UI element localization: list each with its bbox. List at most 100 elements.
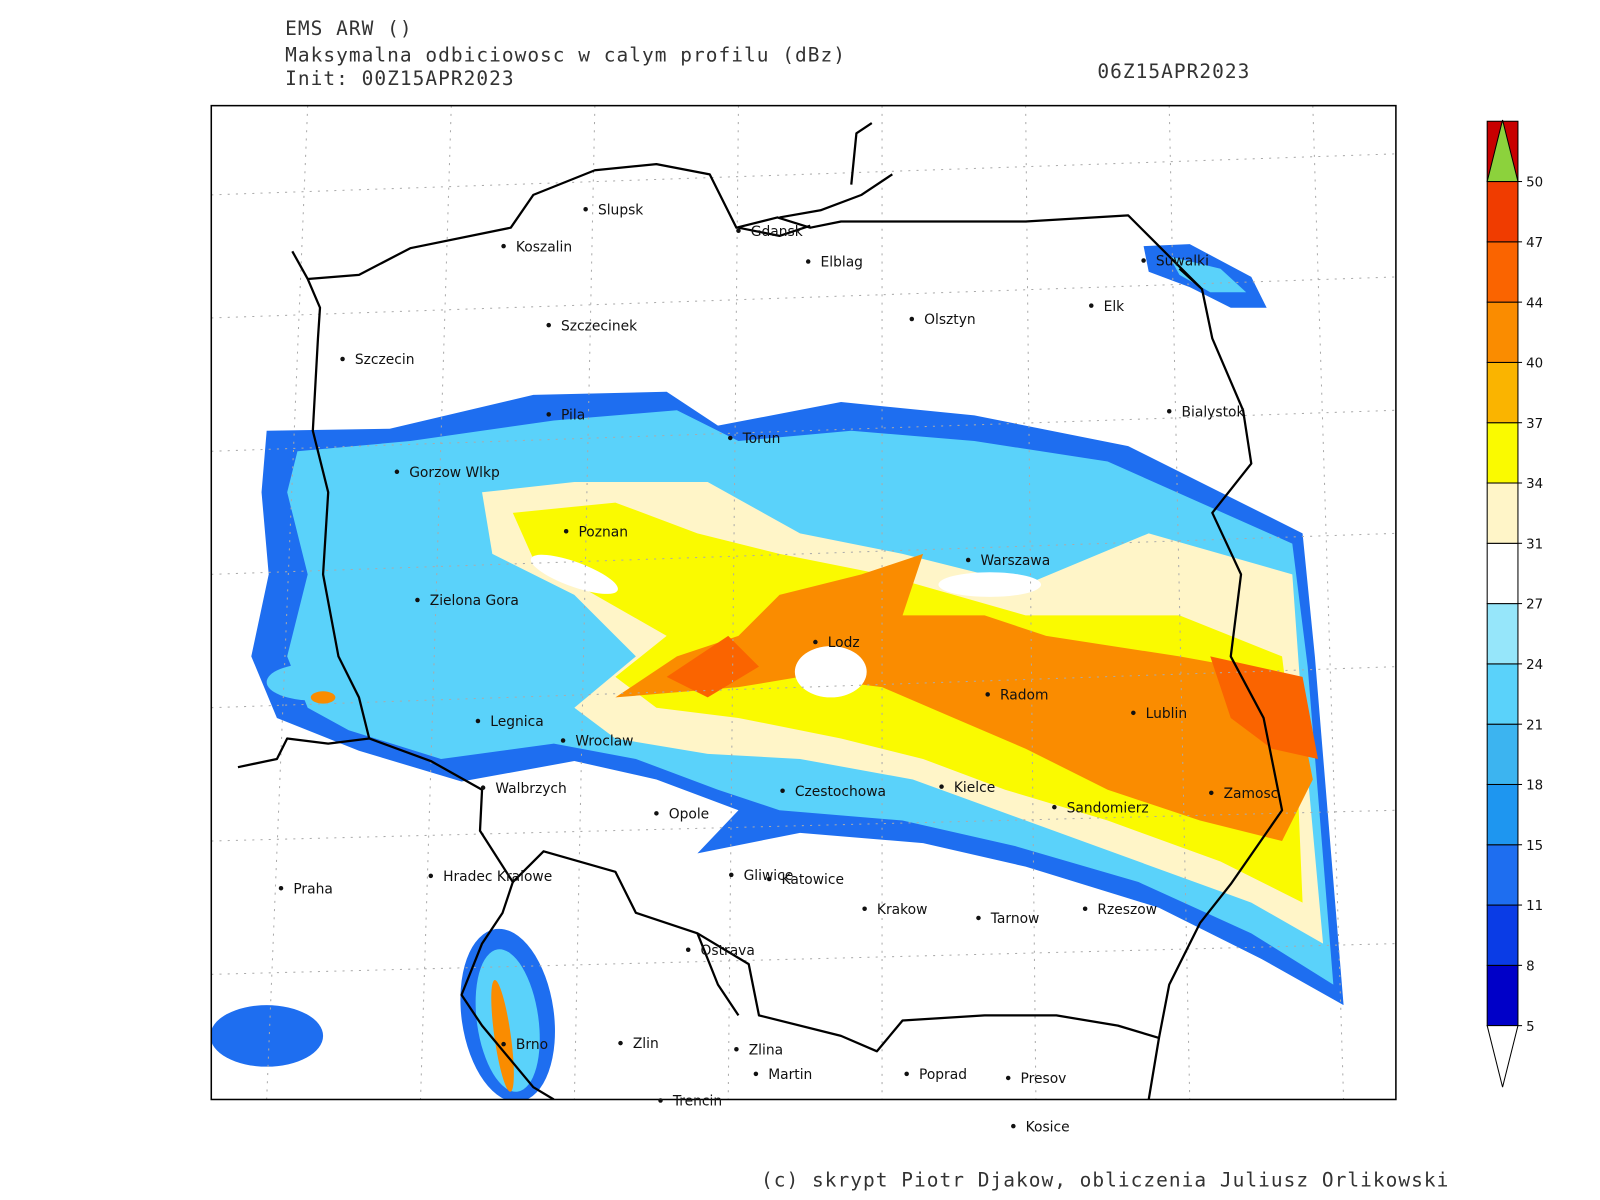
colorbar-segment [1486,603,1519,665]
city-marker [685,947,691,952]
colorbar-label: 11 [1526,899,1543,914]
colorbar-segment [1486,181,1519,243]
city-label: Poprad [919,1067,967,1083]
city-marker [862,906,867,911]
colorbar-segment [1486,844,1519,906]
colorbar-segment [1486,422,1519,484]
colorbar-label: 27 [1526,598,1543,613]
city-label: Sandomierz [1067,800,1149,816]
colorbar-segment [1486,361,1519,424]
colorbar-segment [1486,482,1519,544]
colorbar-segment [1486,301,1519,363]
echo-orange [615,553,1313,842]
city-marker [340,356,345,362]
city-label: Wroclaw [575,734,633,750]
colorbar: 5 8 11 15 18 21 24 27 31 34 37 40 44 47 50 [1486,119,1543,1088]
city-label: Martin [768,1067,812,1083]
city-marker [766,876,772,882]
city-label: Zlin [633,1036,659,1052]
echo-brno-core [491,980,514,1092]
city-marker [560,738,566,743]
city-label: Zielona Gora [430,593,519,609]
city-label: Walbrzych [495,781,566,797]
city-label: Gorzow Wlkp [409,465,500,481]
city-marker [813,639,818,645]
city-marker [1082,906,1088,911]
city-marker [428,873,434,879]
city-label: Hradec Kralowe [443,869,552,885]
colorbar-label: 5 [1526,1020,1534,1035]
colorbar-label: 44 [1526,296,1543,311]
echo-hole [938,572,1042,597]
city-marker [546,322,551,328]
city-label: Szczecinek [561,318,637,334]
city-label: Czestochowa [795,784,886,800]
city-marker [729,872,734,878]
city-marker [658,1098,663,1103]
init-time: Init: 00Z15APR2023 [285,67,514,90]
colorbar-segment [1486,904,1519,966]
colorbar-label: 37 [1526,417,1543,432]
city-label: Gdansk [751,224,803,240]
border-czech [237,737,740,1100]
colorbar-label: 50 [1526,176,1543,191]
colorbar-label: 21 [1526,718,1543,733]
city-label: Ostrava [701,943,755,959]
colorbar-label: 31 [1526,537,1543,552]
city-marker [618,1040,623,1046]
map-area [211,105,1396,1100]
map-frame [210,104,1397,1101]
colorbar-label: 24 [1526,658,1543,673]
border-poland [291,162,1284,1053]
city-marker [1141,258,1146,263]
city-label: Warszawa [981,553,1051,569]
city-marker [939,784,944,789]
colorbar-label: 15 [1526,839,1543,854]
graticule [211,105,1396,1100]
city-marker [546,412,551,417]
echo-west-core [310,691,336,704]
border-east [1147,267,1201,1100]
city-marker [965,557,971,563]
city-marker [1052,804,1057,810]
city-marker [394,469,400,475]
city-label: Krakow [877,902,928,918]
coast-gulf [738,122,893,238]
city-marker [501,243,506,249]
echo-yellow [512,502,1303,903]
city-label: Katowice [782,872,844,888]
city-marker [1131,710,1136,716]
city-label: Elk [1104,299,1125,315]
city-label: Torun [742,431,781,447]
city-label: Gliwice [744,868,794,884]
city-label: Kosice [1026,1119,1070,1135]
colorbar-label: 18 [1526,779,1543,794]
city-marker [278,885,284,891]
colorbar-label: 34 [1526,477,1543,492]
colorbar-label: 47 [1526,236,1543,251]
city-label: Opole [669,806,709,822]
city-marker [1166,409,1172,414]
city-label: Presov [1021,1071,1067,1087]
city-label: Trencin [672,1094,722,1110]
city-label: Slupsk [598,202,643,218]
city-label: Radom [1000,687,1048,703]
city-label: Poznan [578,524,628,540]
colorbar-label: 8 [1526,959,1534,974]
city-marker [475,718,481,724]
city-marker [976,915,981,921]
colorbar-segment [1486,542,1519,605]
echo-sw [211,1005,324,1067]
city-label: Zlina [749,1042,783,1058]
colorbar-segment [1486,241,1519,303]
city-marker [563,529,569,534]
colorbar-under-arrow [1486,1025,1519,1088]
city-marker [501,1041,506,1047]
colorbar-label: 40 [1526,357,1543,372]
city-label: Zamosc [1224,786,1279,802]
echo-hole [530,554,618,594]
model-name: EMS ARW () [285,17,412,40]
city-marker [985,692,990,697]
